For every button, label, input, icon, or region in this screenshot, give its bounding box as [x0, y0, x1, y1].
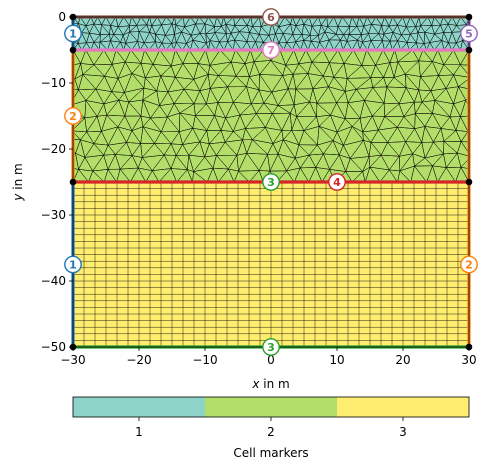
boundary-marker-label: 2: [69, 110, 77, 123]
boundary-marker-circle: [262, 338, 280, 356]
x-tick-label: 10: [329, 353, 344, 367]
mesh-2: [73, 50, 469, 182]
x-tick-label: 0: [267, 353, 275, 367]
boundary-marker-label: 5: [465, 28, 473, 41]
boundary-marker-2: 2: [460, 255, 478, 274]
boundary-marker-circle: [262, 173, 280, 191]
boundary-marker-1: 1: [64, 24, 82, 43]
colorbar-tick-label: 1: [135, 425, 143, 439]
boundary-marker-circle: [262, 8, 280, 26]
mesh-1: [73, 17, 469, 50]
boundary-marker-label: 1: [69, 259, 77, 272]
boundary-marker-circle: [64, 107, 82, 125]
x-tick-label: 20: [395, 353, 410, 367]
x-tick-label: −30: [60, 353, 85, 367]
y-tick-label: −10: [41, 76, 66, 90]
boundary-marker-4: 4: [328, 173, 346, 191]
boundary-marker-3: 3: [262, 338, 280, 356]
boundary-marker-7: 7: [262, 41, 280, 59]
colorbar-segment-1: [73, 397, 205, 417]
boundary-marker-circle: [64, 24, 82, 43]
boundary-marker-circle: [262, 41, 280, 59]
x-tick-label: −20: [126, 353, 151, 367]
boundary-marker-3: 3: [262, 173, 280, 191]
boundary-marker-label: 6: [267, 11, 275, 24]
colorbar-tick-label: 3: [399, 425, 407, 439]
boundary-marker-label: 7: [267, 44, 275, 57]
boundary-marker-label: 2: [465, 259, 473, 272]
y-tick-label: 0: [58, 10, 66, 24]
boundary-marker-circle: [64, 255, 82, 274]
colorbar-tick-label: 2: [267, 425, 275, 439]
boundary-marker-circle: [328, 173, 346, 191]
tri-mesh-lines: [73, 50, 469, 182]
colorbar-segment-3: [337, 397, 469, 417]
boundary-marker-label: 3: [267, 176, 275, 189]
y-tick-label: −20: [41, 142, 66, 156]
boundary-marker-circle: [460, 255, 478, 274]
tri-mesh-lines: [73, 17, 469, 50]
x-tick-label: 30: [461, 353, 476, 367]
boundary-marker-label: 4: [333, 176, 341, 189]
boundary-marker-6: 6: [262, 8, 280, 26]
y-tick-label: −30: [41, 208, 66, 222]
boundary-marker-label: 3: [267, 341, 275, 354]
boundary-marker-circle: [460, 24, 478, 43]
boundary-marker-2: 2: [64, 107, 82, 125]
y-axis-label: y in m: [11, 163, 25, 201]
boundary-marker-1: 1: [64, 255, 82, 274]
y-tick-label: −40: [41, 274, 66, 288]
colorbar-segment-2: [205, 397, 337, 417]
mesh-regions: [72, 17, 470, 348]
colorbar-label: Cell markers: [233, 446, 308, 460]
boundary-marker-label: 1: [69, 28, 77, 41]
colorbar: 1 2 3: [72, 396, 470, 439]
x-axis-label: x in m: [251, 377, 289, 391]
y-tick-label: −50: [41, 340, 66, 354]
boundary-marker-5: 5: [460, 24, 478, 43]
boundary-markers: 1 2 1 2 3 3 4 5 6 7: [64, 8, 478, 356]
x-tick-label: −10: [192, 353, 217, 367]
